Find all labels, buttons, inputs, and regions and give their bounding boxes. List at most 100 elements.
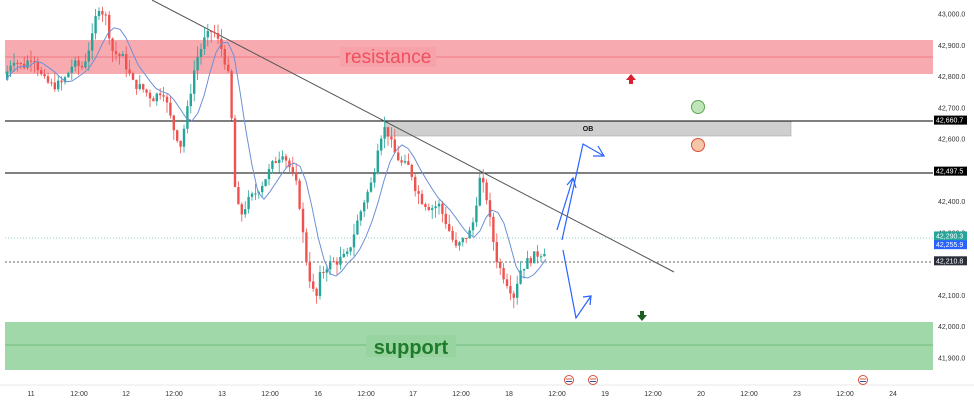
- us-flag-event-icon[interactable]: [858, 375, 868, 385]
- support-label: support: [374, 337, 449, 359]
- candle-down: [23, 63, 26, 68]
- candle-up: [63, 77, 67, 83]
- candle-up: [254, 193, 257, 195]
- candle-up: [278, 159, 281, 163]
- candle-up: [247, 196, 250, 210]
- candle-down: [50, 82, 53, 84]
- candle-down: [77, 60, 80, 66]
- us-flag-event-icon[interactable]: [564, 375, 574, 385]
- projection-arrow-down[interactable]: [562, 249, 592, 320]
- candle-up: [121, 54, 124, 56]
- candle-up: [264, 179, 267, 187]
- candle-down: [152, 98, 155, 102]
- x-tick-label: 18: [505, 391, 513, 398]
- price-tag-bg: [934, 256, 967, 266]
- y-tick-label: 42,800.0: [938, 74, 965, 81]
- candle-down: [16, 62, 19, 64]
- candle-down: [417, 191, 420, 194]
- y-tick-label: 42,400.0: [938, 199, 965, 206]
- candle-up: [543, 253, 546, 257]
- red-circle-marker[interactable]: [691, 138, 705, 152]
- candle-down: [284, 156, 288, 161]
- x-tick-label: 11: [27, 391, 34, 398]
- candle-down: [444, 213, 447, 225]
- y-tick-label: 42,000.0: [938, 324, 965, 331]
- candle-down: [33, 61, 36, 63]
- candle-down: [397, 152, 400, 161]
- x-tick-label: 12:00: [165, 391, 183, 398]
- candle-up: [516, 283, 519, 298]
- y-axis-panel: [933, 0, 974, 403]
- candle-up: [349, 247, 352, 252]
- candle-down: [43, 74, 46, 77]
- candle-up: [471, 222, 475, 231]
- candle-up: [196, 56, 199, 71]
- candle-up: [434, 206, 437, 209]
- candle-down: [448, 224, 451, 231]
- projection-arrow-up-short[interactable]: [556, 177, 574, 231]
- candle-up: [267, 168, 271, 180]
- candle-down: [335, 261, 339, 265]
- candle-down: [172, 115, 175, 131]
- candle-up: [431, 208, 434, 210]
- candle-down: [509, 286, 512, 294]
- candle-down: [145, 89, 148, 93]
- candle-up: [352, 234, 356, 248]
- candle-up: [366, 191, 369, 203]
- candle-down: [291, 167, 294, 173]
- price-tag-label: 42,660.7: [936, 118, 963, 125]
- candle-up: [84, 61, 87, 68]
- candle-up: [155, 93, 158, 102]
- us-flag-event-icon[interactable]: [588, 375, 598, 385]
- candle-down: [424, 204, 427, 208]
- candle-down: [305, 232, 308, 263]
- candle-down: [159, 93, 162, 96]
- candle-up: [342, 253, 345, 258]
- price-tag-bg: [934, 166, 967, 176]
- candle-up: [91, 33, 94, 51]
- candle-down: [529, 258, 532, 264]
- x-tick-label: 19: [601, 391, 609, 398]
- candle-up: [478, 177, 481, 206]
- candle-down: [315, 288, 318, 296]
- candle-down: [46, 76, 50, 83]
- x-tick-label: 12:00: [644, 391, 662, 398]
- candle-up: [250, 193, 254, 197]
- candle-up: [533, 251, 536, 264]
- candle-up: [475, 205, 478, 223]
- candle-down: [488, 200, 492, 217]
- candle-down: [308, 262, 311, 282]
- projection-arrow-up-long[interactable]: [561, 143, 605, 241]
- x-tick-label: 20: [697, 391, 705, 398]
- candle-up: [138, 84, 141, 89]
- moving-average-line: [5, 27, 547, 279]
- x-tick-label: 24: [889, 391, 897, 398]
- candle-up: [203, 37, 206, 50]
- candle-down: [454, 239, 458, 246]
- candle-up: [403, 161, 407, 163]
- green-circle-marker[interactable]: [691, 100, 705, 114]
- y-tick-label: 41,900.0: [938, 356, 965, 363]
- candle-down: [414, 176, 417, 192]
- candle-down: [179, 140, 182, 147]
- green-down-arrow-icon: [637, 311, 647, 321]
- support-zone: [5, 322, 933, 370]
- candle-down: [465, 237, 468, 239]
- price-tag-bg: [934, 115, 967, 125]
- candle-up: [12, 62, 16, 66]
- candle-up: [193, 70, 196, 94]
- candle-up: [189, 93, 192, 107]
- candle-up: [437, 203, 441, 207]
- candle-down: [53, 82, 56, 90]
- support-label-bg: [366, 335, 456, 357]
- trendline[interactable]: [151, 0, 675, 273]
- candle-down: [165, 96, 169, 103]
- candle-up: [522, 268, 526, 271]
- candle-up: [26, 60, 29, 68]
- candle-up: [539, 256, 543, 258]
- candle-up: [70, 66, 73, 73]
- candle-down: [101, 10, 104, 15]
- candle-up: [199, 49, 203, 57]
